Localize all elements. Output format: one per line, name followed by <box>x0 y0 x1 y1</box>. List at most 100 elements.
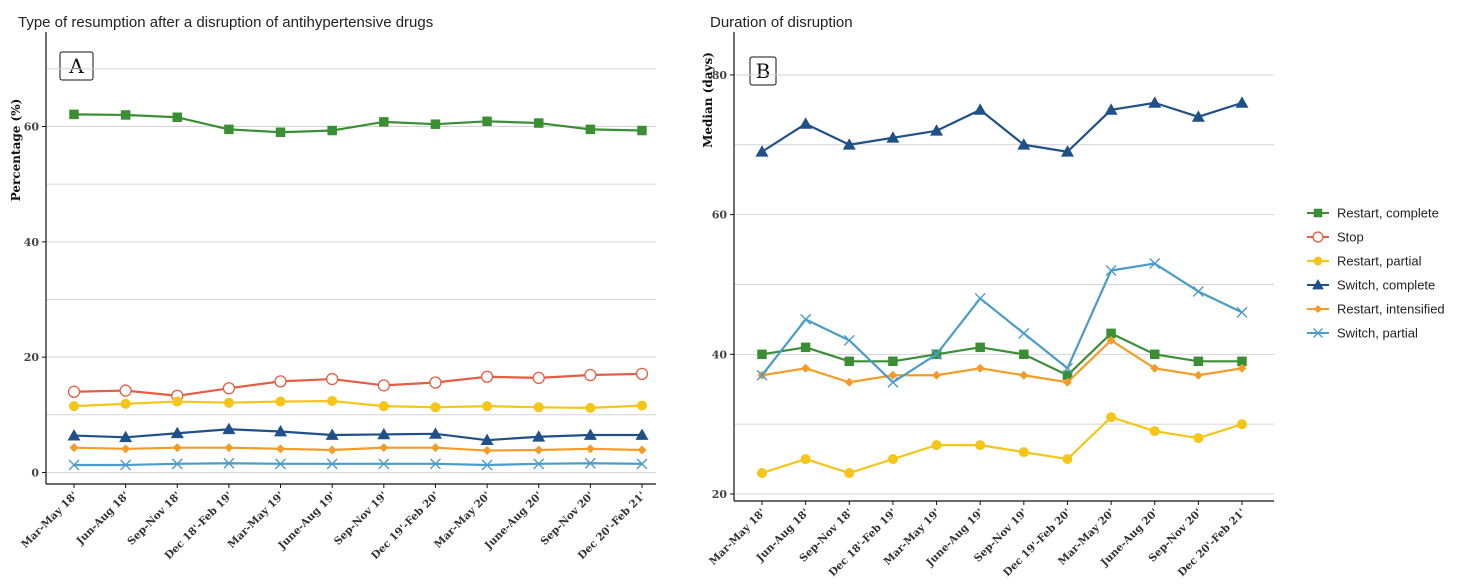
panel-a-point-restart-intensified <box>637 445 647 455</box>
panel-b-point-switch-partial <box>1105 265 1117 276</box>
panel-b-point-restart-partial <box>887 454 898 465</box>
panel-b-point-restart-complete <box>844 356 855 367</box>
panel-b-point-switch-partial <box>1192 285 1204 297</box>
panel-a-point-restart-intensified <box>121 444 131 454</box>
panel-b-point-switch-complete <box>755 145 769 157</box>
panel-a-point-switch-complete <box>428 427 442 439</box>
panel-a-y-axis-label: Percentage (%) <box>9 99 23 202</box>
panel-b-series-restart-partial <box>757 412 1247 479</box>
panel-b-point-restart-partial <box>1018 447 1029 458</box>
panel-b-point-restart-intensified <box>888 370 898 380</box>
panel-b-point-restart-partial <box>757 468 767 479</box>
panel-b-point-restart-partial <box>975 440 986 451</box>
panel-a-point-restart-complete <box>224 124 234 135</box>
panel-a-point-switch-partial <box>481 459 493 471</box>
legend-item-restart-partial: Restart, partial <box>1307 254 1422 269</box>
panel-a-point-stop <box>584 368 597 382</box>
panel-b-series-restart-complete <box>757 328 1247 381</box>
panel-b-point-switch-complete <box>1017 138 1031 150</box>
panel-a-point-restart-complete <box>533 118 544 128</box>
panel-b-point-restart-complete <box>1106 328 1116 339</box>
panel-a-point-stop <box>429 376 442 389</box>
panel-a-point-restart-complete <box>585 124 596 135</box>
panel-b-point-switch-complete <box>1191 110 1205 122</box>
panel-a-x-tick-label: Mar-May 18' <box>19 490 80 551</box>
panel-b-point-restart-intensified <box>1062 377 1072 387</box>
panel-b-point-switch-complete <box>1104 103 1118 115</box>
panel-b-point-restart-intensified <box>1193 370 1203 380</box>
panel-a-point-switch-partial <box>68 459 80 471</box>
panel-b-point-restart-complete <box>1237 356 1247 367</box>
panel-a-point-switch-partial <box>326 458 338 470</box>
panel-b-point-restart-complete <box>1149 349 1160 360</box>
panel-a-point-restart-partial <box>533 402 544 413</box>
panel-a-point-restart-partial <box>172 396 183 407</box>
panel-b-point-restart-partial <box>1106 412 1117 423</box>
panel-b-point-restart-intensified <box>975 363 985 373</box>
panel-a-point-restart-partial <box>120 398 131 409</box>
panel-b-point-switch-partial <box>1236 306 1248 318</box>
panel-a-series-restart-complete <box>69 109 647 138</box>
panel-a-point-restart-intensified <box>430 443 440 453</box>
panel-a-line-restart-intensified <box>73 446 643 452</box>
panel-a-series-switch-partial <box>68 457 648 471</box>
panel-a-series-switch-complete <box>67 422 649 446</box>
panel-a-point-restart-complete <box>172 112 183 123</box>
panel-a-point-restart-complete <box>327 125 337 136</box>
panel-b-point-restart-intensified <box>1150 363 1160 373</box>
panel-a-line-restart-partial <box>73 399 643 409</box>
panel-a-series-restart-intensified <box>69 443 647 456</box>
panel-a-point-stop <box>274 375 287 388</box>
panel-a-point-switch-complete <box>532 430 546 442</box>
panel-b-y-tick-label: 40 <box>712 348 728 361</box>
panel-a-point-stop <box>377 379 390 392</box>
panel-b-chart: Duration of disruption Median (days) B 2… <box>701 14 1274 579</box>
panel-b-point-restart-intensified <box>932 370 942 380</box>
panel-b-point-restart-partial <box>1237 419 1247 430</box>
panel-a-point-restart-complete <box>69 109 79 120</box>
panel-b-point-restart-partial <box>1149 426 1160 437</box>
panel-a-point-stop <box>119 384 132 397</box>
panel-a-point-restart-partial <box>482 401 493 412</box>
panel-b-point-restart-complete <box>975 342 985 353</box>
panel-a-point-stop <box>67 385 81 398</box>
panel-a-point-switch-partial <box>584 457 596 469</box>
panel-b-series-switch-partial <box>756 258 1248 388</box>
panel-a-point-restart-intensified <box>224 443 234 453</box>
panel-a-point-stop <box>532 371 545 385</box>
panel-a-point-restart-complete <box>275 127 286 138</box>
legend-label: Stop <box>1337 230 1364 245</box>
panel-a-chart: Type of resumption after a disruption of… <box>9 14 656 562</box>
panel-b-point-restart-complete <box>757 349 767 360</box>
panel-b-point-restart-intensified <box>1237 363 1247 373</box>
panel-a-point-switch-complete <box>377 427 391 440</box>
panel-a-point-switch-complete <box>274 425 288 437</box>
panel-a-line-stop <box>73 372 643 397</box>
panel-b-point-restart-intensified <box>844 377 854 387</box>
panel-a-point-switch-complete <box>222 422 236 435</box>
panel-a-point-switch-complete <box>67 429 81 441</box>
panel-a-point-restart-complete <box>637 125 647 136</box>
panel-a-y-tick-label: 60 <box>24 120 40 133</box>
panel-b-point-restart-intensified <box>1106 335 1116 345</box>
panel-b-point-switch-partial <box>843 334 855 346</box>
panel-a-point-restart-partial <box>430 402 441 413</box>
panel-a-point-switch-partial <box>275 458 287 470</box>
panel-a-point-stop <box>635 367 649 381</box>
panel-b-point-switch-partial <box>887 376 899 388</box>
panel-b-point-restart-complete <box>888 356 898 367</box>
panel-a-x-tick-label: Sep-Nov 18' <box>125 490 183 548</box>
panel-b-point-switch-partial <box>1061 362 1073 374</box>
panel-a-point-switch-partial <box>120 459 132 471</box>
panel-a-line-switch-complete <box>73 428 642 442</box>
panel-b-point-restart-partial <box>1193 433 1204 444</box>
panel-a-point-switch-partial <box>171 458 183 470</box>
panel-b-point-switch-complete <box>886 131 900 143</box>
panel-a-y-tick-label: 20 <box>24 351 40 364</box>
panel-a-line-restart-complete <box>73 113 643 134</box>
panel-a-point-switch-complete <box>583 428 597 440</box>
panel-b-series-restart-intensified <box>757 335 1247 387</box>
panel-a-point-restart-partial <box>327 395 338 406</box>
panel-a-point-switch-partial <box>636 458 648 470</box>
panel-b-point-switch-complete <box>842 138 856 150</box>
